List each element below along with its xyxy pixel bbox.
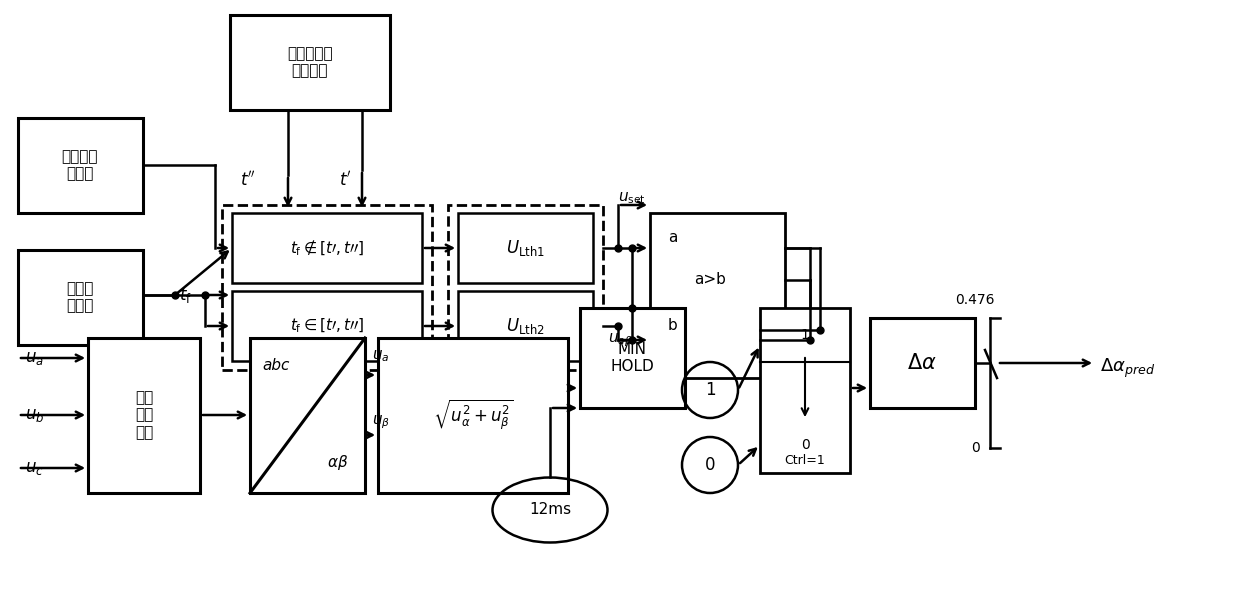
- Bar: [222, 205, 432, 370]
- Text: b: b: [668, 317, 678, 333]
- Text: a>b: a>b: [694, 273, 726, 287]
- Text: Ctrl=1: Ctrl=1: [784, 454, 825, 467]
- Text: 12ms: 12ms: [529, 503, 571, 517]
- Text: $u_a$: $u_a$: [372, 348, 389, 364]
- Text: $U_{\rm Lth1}$: $U_{\rm Lth1}$: [506, 238, 544, 258]
- Text: $\alpha\beta$: $\alpha\beta$: [327, 453, 348, 471]
- Bar: [378, 338, 567, 493]
- Text: $t''$: $t''$: [240, 171, 256, 189]
- Text: $\sqrt{u_{\alpha}^{2}+u_{\beta}^{2}}$: $\sqrt{u_{\alpha}^{2}+u_{\beta}^{2}}$: [432, 398, 513, 432]
- Text: 1: 1: [800, 328, 809, 342]
- Text: $t_{\rm f} \in [t\prime, t\prime\prime]$: $t_{\rm f} \in [t\prime, t\prime\prime]$: [290, 317, 364, 335]
- Text: 0.476: 0.476: [955, 293, 995, 307]
- Bar: [19, 250, 142, 345]
- Text: 0: 0: [970, 441, 979, 455]
- Bar: [458, 213, 593, 283]
- Text: 取小
合成
环节: 取小 合成 环节: [135, 390, 154, 440]
- Bar: [458, 291, 593, 361]
- Bar: [250, 338, 366, 493]
- Bar: [580, 308, 685, 408]
- Text: 故障发
生时刻: 故障发 生时刻: [67, 281, 94, 313]
- Text: $u_b$: $u_b$: [25, 406, 45, 424]
- Bar: [760, 308, 850, 473]
- Text: $u_{\rm set}$: $u_{\rm set}$: [618, 190, 646, 206]
- Text: $\Delta\alpha$: $\Delta\alpha$: [907, 353, 937, 373]
- Text: 0: 0: [705, 456, 715, 474]
- Text: $t'$: $t'$: [338, 171, 352, 189]
- Text: 1: 1: [705, 381, 715, 399]
- Text: 0: 0: [800, 438, 809, 452]
- Bar: [232, 291, 422, 361]
- Bar: [870, 318, 975, 408]
- Text: MIN
HOLD: MIN HOLD: [610, 342, 654, 374]
- Text: $u_{a\beta}$: $u_{a\beta}$: [608, 331, 633, 349]
- Text: a: a: [668, 231, 678, 245]
- Text: 触发角脉冲
时间检测: 触发角脉冲 时间检测: [287, 46, 333, 78]
- Text: $t_{\rm f} \notin [t\prime, t\prime\prime]$: $t_{\rm f} \notin [t\prime, t\prime\prim…: [290, 238, 364, 258]
- Text: $u_\beta$: $u_\beta$: [372, 413, 390, 431]
- Text: $\Delta\alpha_{pred}$: $\Delta\alpha_{pred}$: [1100, 356, 1155, 379]
- Bar: [88, 338, 199, 493]
- Text: abc: abc: [263, 358, 290, 372]
- Bar: [650, 213, 786, 378]
- Text: $t_{\rm f}$: $t_{\rm f}$: [178, 285, 192, 305]
- Text: $U_{\rm Lth2}$: $U_{\rm Lth2}$: [506, 316, 544, 336]
- Bar: [19, 118, 142, 213]
- Bar: [230, 15, 390, 110]
- Text: 阀关断时
间检测: 阀关断时 间检测: [62, 149, 98, 181]
- Bar: [232, 213, 422, 283]
- Text: $u_a$: $u_a$: [25, 349, 43, 367]
- Text: $u_c$: $u_c$: [25, 459, 43, 477]
- Bar: [449, 205, 603, 370]
